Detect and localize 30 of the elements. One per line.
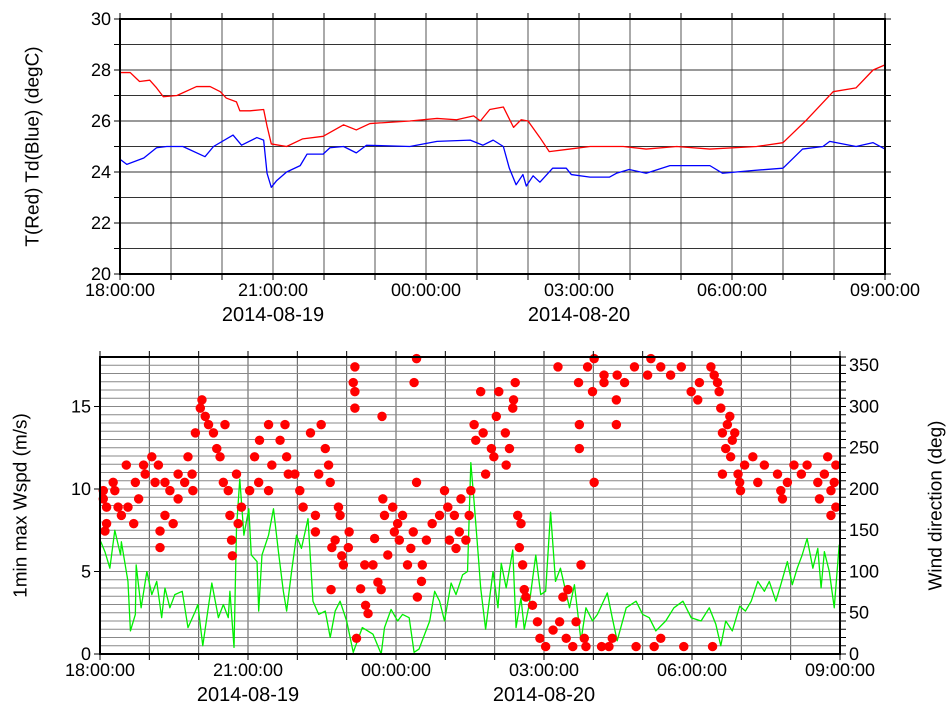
y-tick-label: 26 (90, 110, 111, 131)
y-tick-label: 10 (70, 478, 91, 499)
y-tick-label: 28 (90, 60, 111, 80)
x-tick-label: 03:00:00 2014-08-20 (528, 280, 630, 326)
y2-tick-label: 150 (849, 520, 880, 540)
y-tick-label: 15 (70, 396, 91, 416)
x-tick-label: 06:00:00 (656, 660, 728, 680)
y2-tick-label: 50 (849, 602, 870, 623)
x-tick-label: 03:00:00 2014-08-20 (492, 660, 596, 706)
y2-tick-label: 100 (849, 561, 880, 582)
x-tick-label: 00:00:00 (360, 660, 432, 680)
line-series (100, 462, 840, 655)
x-tick-label: 21:00:00 2014-08-19 (196, 660, 300, 706)
y2-axis-title: Wind direction (deg) (926, 420, 947, 591)
y2-tick-label: 250 (849, 438, 880, 458)
y-tick-label: 22 (90, 212, 111, 233)
y2-tick-label: 350 (849, 355, 880, 376)
y-tick-label: 30 (90, 8, 111, 29)
x-tick-label: 00:00:00 (390, 280, 462, 300)
line-series (119, 64, 886, 152)
line-series (119, 134, 886, 188)
x-tick-label: 06:00:00 (696, 280, 768, 300)
y2-tick-label: 200 (849, 478, 880, 499)
y-axis-title: T(Red) Td(Blue) (degC) (22, 46, 44, 247)
y-tick-label: 24 (90, 162, 111, 182)
x-tick-label: 21:00:00 2014-08-19 (222, 280, 324, 326)
y-axis-title: 1min max Wspd (m/s) (10, 413, 32, 598)
x-tick-label: 09:00:00 (850, 280, 920, 300)
y-tick-label: 5 (80, 561, 91, 582)
y2-tick-label: 300 (849, 396, 880, 416)
